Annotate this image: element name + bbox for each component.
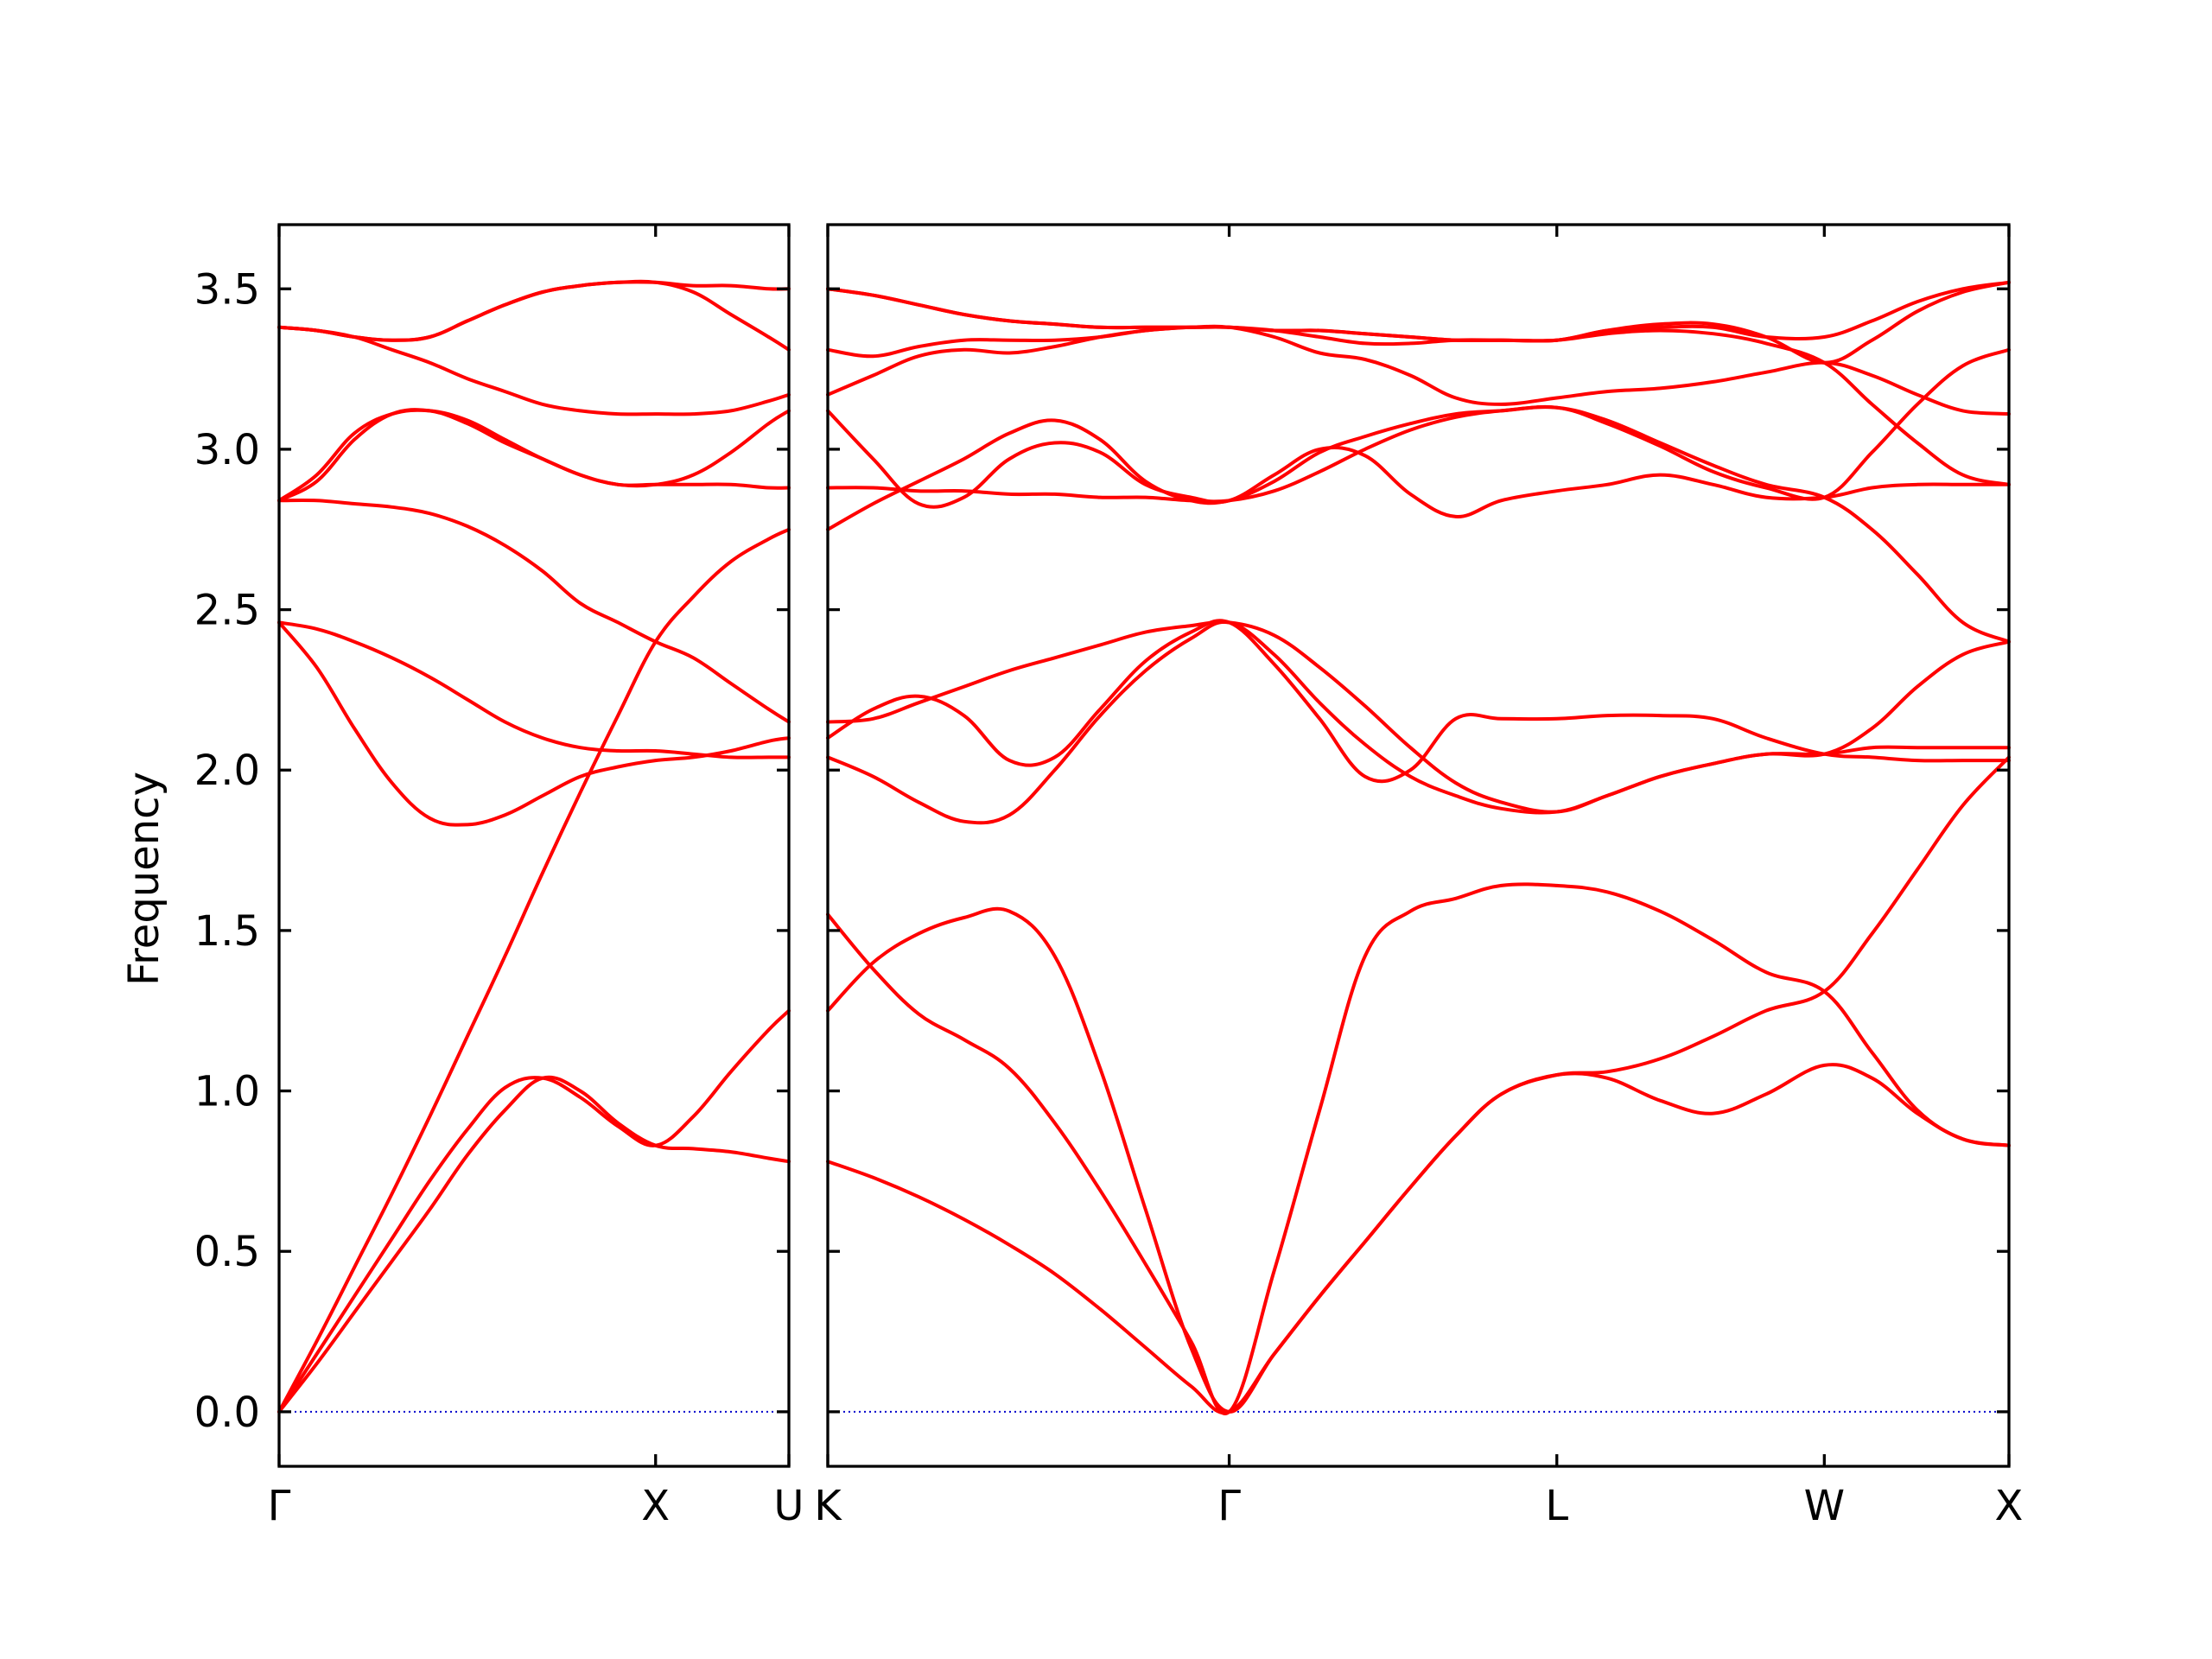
x-tick-label: Γ [268,1482,291,1530]
y-tick-label: 3.0 [194,426,260,474]
phonon-band-6 [277,499,791,724]
phonon-band-3 [277,527,791,1414]
panel-left: 0.0 0.5 1.0 1.5 2.0 2.5 3.0 3.5 Γ X U [194,223,804,1530]
x-tick-label: W [1804,1482,1845,1530]
y-axis-label: Frequency [120,772,168,986]
x-tick-label: K [814,1482,842,1530]
phonon-band-1 [826,1063,2011,1415]
phonon-band-5 [826,619,2011,784]
phonon-band-11 [277,279,791,352]
y-tick-label: 0.0 [194,1389,260,1437]
y-tick-label: 1.5 [194,907,260,956]
phonon-band-9 [826,347,2011,531]
phonon-band-5 [277,620,791,760]
y-tick-label: 0.5 [194,1228,260,1276]
plot-frame [277,223,791,1468]
y-tick-label: 2.5 [194,587,260,635]
x-tick-label: X [641,1482,670,1530]
phonon-band-13 [826,280,2011,343]
x-tick-label: L [1545,1482,1568,1530]
phonon-band-2 [826,882,2011,1415]
phonon-band-4 [826,620,2011,825]
y-tick-label: 3.5 [194,265,260,314]
phonon-band-8 [277,408,791,503]
phonon-band-10 [277,280,791,342]
phonon-band-3 [826,755,2011,1414]
y-tick-label: 2.0 [194,747,260,795]
phonon-band-1 [277,1075,791,1414]
phonon-band-9 [277,325,791,416]
y-tick-label: 1.0 [194,1068,260,1116]
phonon-band-2 [277,1008,791,1414]
phonon-band-12 [826,280,2011,365]
plot-frame [826,223,2011,1468]
x-tick-label: Γ [1217,1482,1241,1530]
x-tick-label: X [1995,1482,2024,1530]
x-tick-label: U [773,1482,804,1530]
phonon-band-6 [826,620,2011,814]
phonon-band-7 [826,405,2011,644]
phonon-band-4 [277,620,791,827]
